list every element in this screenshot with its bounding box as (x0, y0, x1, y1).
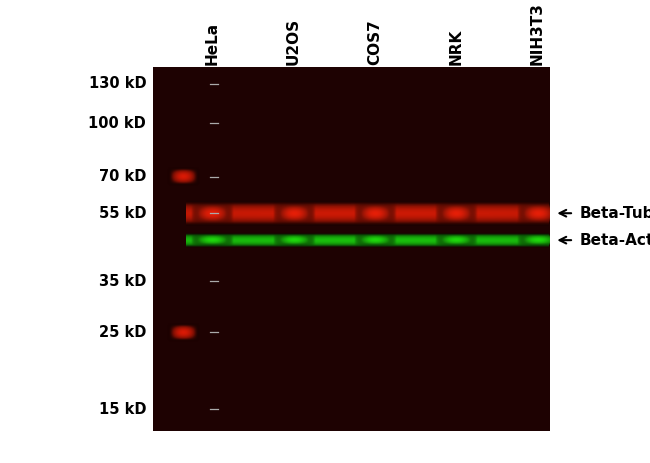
Text: 55 kD: 55 kD (99, 206, 146, 221)
Text: 130 kD: 130 kD (88, 76, 146, 91)
Text: NIH3T3: NIH3T3 (530, 2, 545, 65)
Text: COS7: COS7 (367, 19, 382, 65)
Text: 70 kD: 70 kD (99, 169, 146, 184)
Text: HeLa: HeLa (205, 22, 220, 65)
Text: 100 kD: 100 kD (88, 116, 146, 131)
Text: 35 kD: 35 kD (99, 274, 146, 289)
Text: 25 kD: 25 kD (99, 325, 146, 339)
Text: Beta-Actin: Beta-Actin (579, 232, 650, 248)
Text: NRK: NRK (448, 29, 463, 65)
Text: 15 kD: 15 kD (99, 401, 146, 417)
Text: U2OS: U2OS (286, 18, 301, 65)
Text: Beta-Tubulin: Beta-Tubulin (579, 206, 650, 221)
